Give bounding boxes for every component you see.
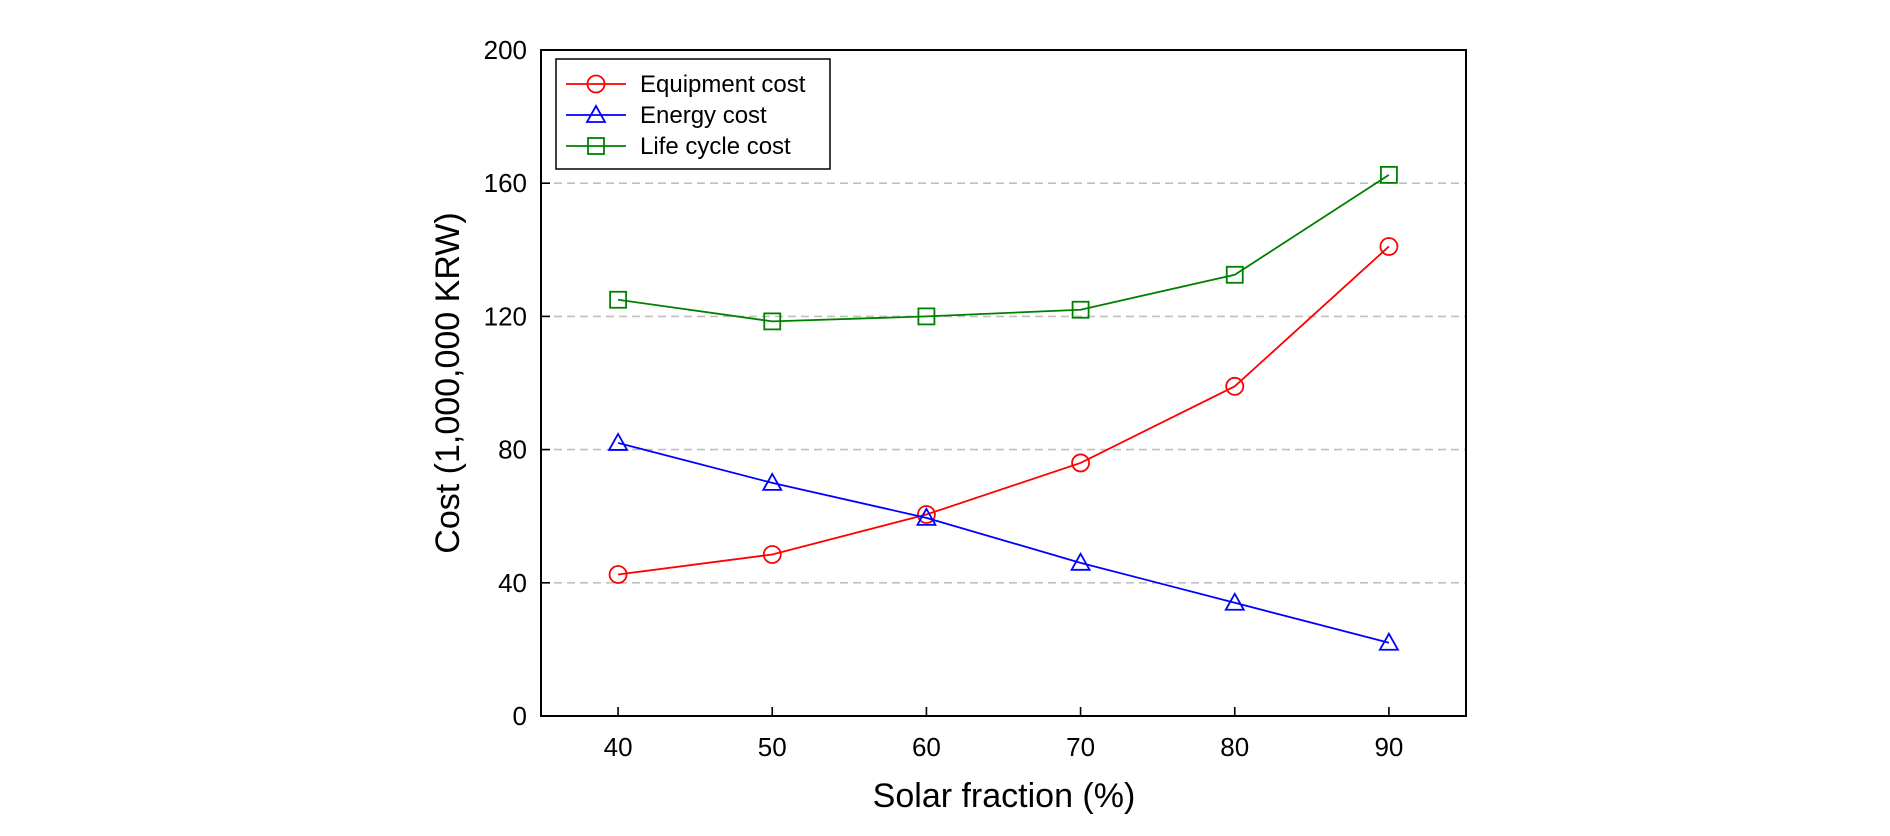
data-point-marker — [761, 472, 783, 491]
x-axis-title: Solar fraction (%) — [873, 777, 1136, 815]
data-point-marker — [607, 432, 629, 451]
data-point-marker — [1379, 237, 1399, 256]
axes-layer: 0 40 80 120 160 200 40 50 60 70 80 90 — [484, 35, 1404, 762]
plot-area-frame — [540, 49, 1467, 717]
grid-lines — [541, 182, 1466, 584]
legend-marker — [586, 74, 606, 94]
data-point-marker — [1225, 265, 1244, 284]
legend-label: Life cycle cost — [640, 133, 791, 160]
data-point-marker — [917, 307, 936, 326]
series-1 — [608, 237, 1399, 584]
data-point-marker — [763, 312, 782, 331]
data-point-marker — [1224, 591, 1246, 611]
x-tick-label: 60 — [912, 732, 941, 762]
y-tick-label: 40 — [498, 568, 527, 598]
y-tick-label: 0 — [513, 701, 527, 731]
y-tick-label: 80 — [498, 435, 527, 465]
legend-label: Equipment cost — [640, 71, 806, 98]
data-point-marker — [1380, 165, 1398, 184]
legend-marker — [587, 137, 605, 155]
data-point-marker — [609, 290, 627, 309]
data-point-marker — [1071, 300, 1090, 319]
y-tick-label: 200 — [484, 35, 527, 65]
x-tick-label: 50 — [758, 732, 787, 762]
legend-item: Energy cost — [566, 102, 767, 129]
data-point-marker — [1071, 453, 1090, 473]
series-line — [617, 174, 1390, 323]
data-point-marker — [1225, 376, 1245, 396]
series-layer — [607, 165, 1400, 651]
data-point-marker — [608, 565, 628, 584]
data-point-marker — [1378, 631, 1400, 651]
data-point-marker — [1070, 551, 1092, 571]
x-tick-label: 90 — [1374, 732, 1403, 762]
x-tick-label: 40 — [604, 732, 633, 762]
legend-items: Equipment cost Energy cost Life cycle cost — [566, 71, 806, 160]
data-point-marker — [915, 507, 937, 526]
series-line — [617, 442, 1390, 644]
x-tick-label: 80 — [1220, 732, 1249, 762]
legend-label: Energy cost — [640, 102, 767, 129]
data-point-marker — [762, 545, 782, 564]
legend-marker — [585, 104, 607, 123]
y-axis-title: Cost (1,000,000 KRW) — [429, 212, 467, 553]
y-tick-label: 120 — [484, 301, 527, 331]
legend: Equipment cost Energy cost Life cycle cost — [555, 58, 831, 170]
y-tick-label: 160 — [484, 168, 527, 198]
legend-item: Life cycle cost — [566, 133, 791, 160]
series-line — [617, 245, 1390, 576]
data-point-marker — [917, 505, 936, 524]
legend-item: Equipment cost — [566, 71, 806, 98]
x-tick-label: 70 — [1066, 732, 1095, 762]
series-2 — [607, 432, 1400, 651]
series-3 — [609, 165, 1398, 331]
